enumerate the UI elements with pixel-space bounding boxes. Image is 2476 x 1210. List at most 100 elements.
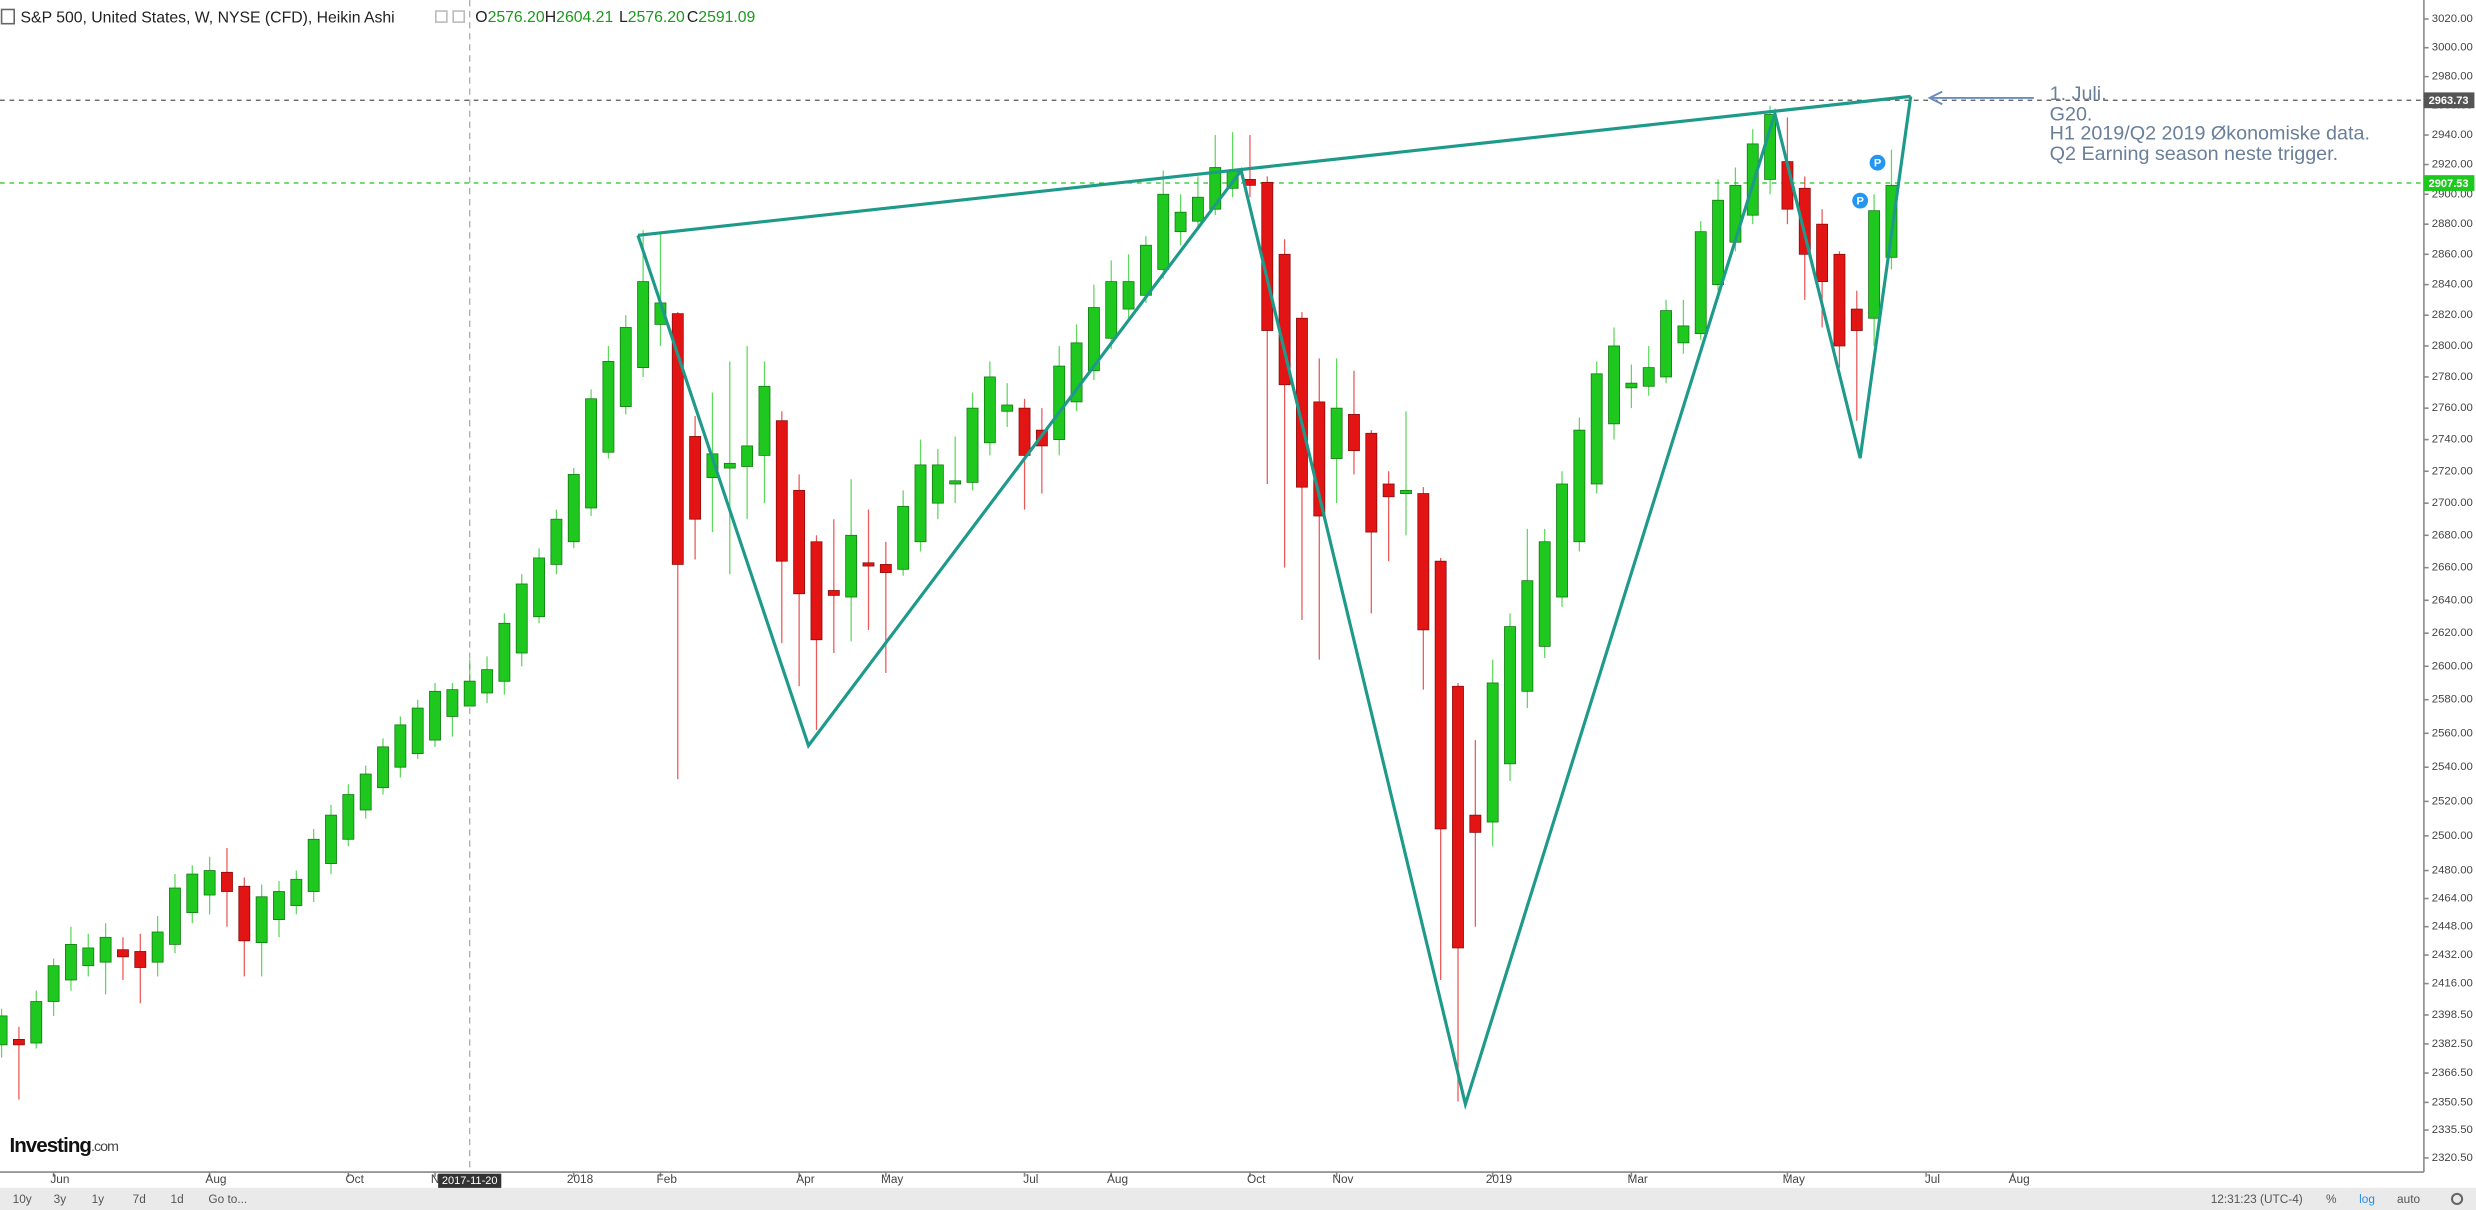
x-tick-label: Jun <box>50 1172 69 1186</box>
y-tick-label: 3000.00 <box>2432 42 2473 54</box>
candle-body <box>82 947 95 967</box>
y-tick-label: 2720.00 <box>2432 465 2473 477</box>
y-tick-label: 2448.00 <box>2432 921 2473 933</box>
candle-body <box>637 281 650 369</box>
y-tick-label: 2350.50 <box>2432 1096 2473 1108</box>
candle-body <box>1798 187 1811 255</box>
candle-body <box>914 464 927 543</box>
x-tick-label: Mar <box>1628 1172 1648 1186</box>
candle-body <box>273 891 285 921</box>
range-button[interactable]: 1d <box>171 1192 184 1206</box>
y-tick-label: 2320.50 <box>2432 1152 2473 1164</box>
candle-body <box>1365 432 1378 533</box>
range-button[interactable]: 10y <box>13 1192 32 1206</box>
y-tick-label: 2600.00 <box>2432 660 2473 672</box>
candle-body <box>1192 196 1204 222</box>
candle-body <box>117 949 129 958</box>
marker-text: P <box>1856 195 1863 207</box>
candle-body <box>1001 404 1014 412</box>
header-icon <box>0 8 16 25</box>
header-button[interactable] <box>435 10 448 23</box>
candle-body <box>897 505 910 570</box>
candle-body <box>411 707 424 755</box>
arrow-head <box>1927 90 1943 106</box>
candle-body <box>169 887 181 945</box>
x-tick-label: Aug <box>2009 1172 2030 1186</box>
option-button[interactable]: log <box>2359 1192 2375 1206</box>
candle-body <box>1122 281 1135 310</box>
candle-body <box>1400 489 1412 494</box>
annotation: 1. Juli. G20. H1 2019/Q2 2019 Økonomiske… <box>2050 83 2370 165</box>
candle-body <box>1625 382 1638 389</box>
readout-value: 2604.21 <box>556 9 613 26</box>
goto-button[interactable]: Go to... <box>208 1192 247 1206</box>
x-tick-label: Oct <box>1247 1172 1266 1186</box>
y-tick-label: 2416.00 <box>2432 978 2473 990</box>
candle-body <box>1209 167 1222 210</box>
y-tick-label: 2382.50 <box>2432 1038 2473 1050</box>
crosshair-label: 2017-11-20 <box>442 1175 498 1187</box>
logo: Investing.com <box>9 1134 118 1157</box>
candle-body <box>1313 401 1326 517</box>
candle-body <box>1330 407 1343 459</box>
range-button[interactable]: 3y <box>54 1192 67 1206</box>
candle-body <box>862 562 875 567</box>
x-tick-label: 2018 <box>567 1172 594 1186</box>
candle-body <box>377 746 389 789</box>
candle-body <box>1521 580 1534 692</box>
y-tick-label: 2480.00 <box>2432 865 2473 877</box>
candle-body <box>1833 253 1846 347</box>
y-tick-label: 2680.00 <box>2432 529 2473 541</box>
marker-text: P <box>1874 157 1881 169</box>
plot <box>0 0 2424 1173</box>
candle-body <box>134 951 147 968</box>
candle-body <box>1660 310 1672 378</box>
candle-body <box>203 870 216 896</box>
header-button[interactable] <box>452 10 466 23</box>
candle-body <box>515 583 528 654</box>
candle-body <box>446 689 459 717</box>
candle-body <box>1885 184 1898 258</box>
y-tick-label: 2780.00 <box>2432 371 2473 383</box>
candle-body <box>342 794 355 840</box>
x-tick-label: May <box>1783 1172 1805 1186</box>
candle-body <box>983 376 996 444</box>
candle-body <box>186 873 199 913</box>
candle-body <box>1417 493 1430 631</box>
range-button[interactable]: 7d <box>133 1192 146 1206</box>
range-button[interactable]: 1y <box>92 1192 105 1206</box>
arrow <box>1927 90 2034 106</box>
header: S&P 500, United States, W, NYSE (CFD), H… <box>0 8 756 26</box>
y-tick-label: 2940.00 <box>2432 129 2473 141</box>
readout-value: 2576.20 <box>628 9 685 26</box>
toolbar: 10y 3y 1y 7d 1d Go to... 12:31:23 (UTC-4… <box>0 1187 2476 1210</box>
clock: 12:31:23 (UTC-4) <box>2211 1192 2303 1206</box>
candle-body <box>1694 231 1707 335</box>
readout-label: H <box>545 9 556 26</box>
candle-body <box>0 1015 8 1046</box>
candle-body <box>758 385 771 456</box>
event-marker: P P <box>1852 154 1886 209</box>
y-tick-label: 2880.00 <box>2432 218 2473 230</box>
price-label-box <box>2423 175 2475 191</box>
ohlc-readout: C2591.09 <box>687 9 756 26</box>
y-tick-label: 2740.00 <box>2432 434 2473 446</box>
settings-icon[interactable] <box>2450 1192 2464 1206</box>
x-tick-label: Jul <box>1925 1172 1940 1186</box>
y-tick-label: 2640.00 <box>2432 594 2473 606</box>
option-button[interactable]: auto <box>2397 1192 2420 1206</box>
candle-body <box>1018 407 1031 456</box>
option-button[interactable]: % <box>2326 1192 2337 1206</box>
logo-brand: Investing <box>9 1134 91 1157</box>
y-tick-label: 2520.00 <box>2432 795 2473 807</box>
candle-body <box>602 361 615 453</box>
y-tick-label: 2398.50 <box>2432 1009 2473 1021</box>
candle-body <box>879 564 892 573</box>
candle-body <box>325 814 337 864</box>
crosshair-label-box <box>438 1173 502 1188</box>
candle-body <box>1070 342 1083 403</box>
y-tick-label: 2900.00 <box>2432 188 2473 200</box>
y-tick-label: 2432.00 <box>2432 949 2473 961</box>
